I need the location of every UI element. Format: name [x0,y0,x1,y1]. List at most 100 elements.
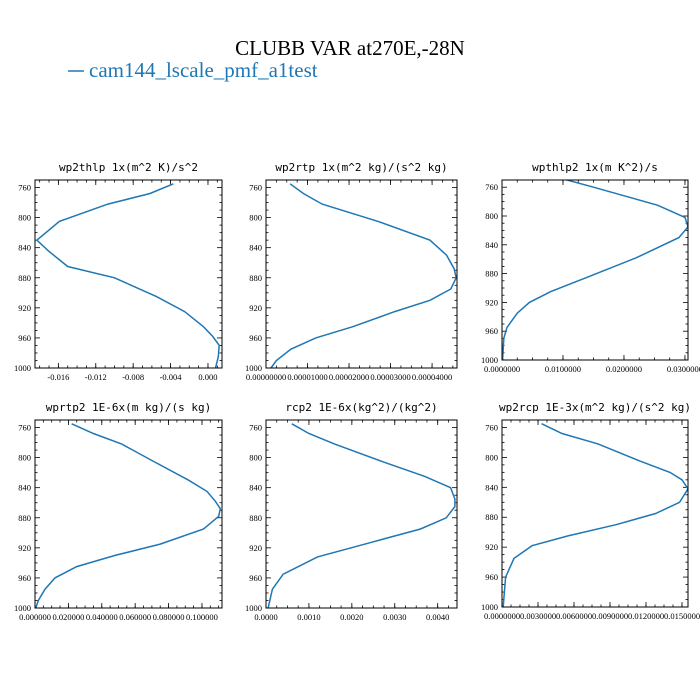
y-tick-label: 960 [18,573,31,583]
series-line [267,423,456,608]
series-line [270,183,457,368]
panel-6: wp2rcp 1E-3x(m^2 kg)/(s^2 kg)760 800 840 88… [481,401,700,621]
panel-title: wp2thlp 1x(m^2 K)/s^2 [59,161,198,174]
y-tick-label: 920 [485,542,498,552]
plot-frame [501,419,689,608]
y-tick-label: 800 [249,213,262,223]
y-tick-label: 1000 [481,602,498,612]
y-tick-label: 960 [249,333,262,343]
y-tick-label: 760 [249,423,262,433]
y-tick-label: 840 [249,483,262,493]
x-tick-label: 0.0100000 [545,364,581,374]
plot-frame [34,419,223,609]
y-tick-label: 920 [249,543,262,553]
x-tick-label: 0.0000000 [484,611,520,621]
y-tick-label: 920 [18,543,31,553]
y-tick-label: 840 [18,243,31,253]
x-tick-label: 0.0300000 [667,364,700,374]
y-tick-label: 1000 [245,363,262,373]
y-tick-label: 760 [485,422,498,432]
x-tick-label: 0.0030 [383,612,406,622]
panel-2: wp2rtp 1x(m^2 kg)/(s^2 kg) 760 800 840 880 92… [245,161,458,382]
x-tick-label: 0.0010 [297,612,320,622]
x-tick-label: 0.040000 [86,612,118,622]
x-tick-label: -0.012 [85,372,107,382]
y-tick-label: 840 [249,243,262,253]
y-tick-label: 880 [249,513,262,523]
x-tick-label: 0.020000 [52,612,84,622]
panel-5: rcp2 1E-6x(kg^2)/(kg^2) 760 800 840 880 920 96… [245,401,458,622]
y-tick-label: 800 [485,211,498,221]
x-tick-label: 0.000000 [19,612,51,622]
y-tick-label: 800 [485,452,498,462]
y-tick-label: 760 [18,183,31,193]
x-tick-label: 0.0020 [340,612,363,622]
y-tick-label: 800 [18,453,31,463]
panel-title: wp2rcp 1E-3x(m^2 kg)/(s^2 kg) [499,401,691,414]
y-tick-label: 760 [249,183,262,193]
y-tick-label: 840 [485,240,498,250]
x-tick-label: 0.0000 [254,612,277,622]
y-tick-label: 1000 [481,355,498,365]
x-tick-label: 0.100000 [186,612,218,622]
x-tick-label: 0.00003000 [370,372,410,382]
y-tick-label: 960 [249,573,262,583]
panel-3: wpthlp2 1x(m K^2)/s 760 800 840 880 920 960 100… [481,161,700,374]
y-tick-label: 800 [249,453,262,463]
x-tick-label: 0.00001000 [287,372,327,382]
y-tick-label: 960 [485,326,498,336]
plot-frame [501,179,689,361]
panel-title: rcp2 1E-6x(kg^2)/(kg^2) [285,401,437,414]
legend-label: cam144_lscale_pmf_a1test [89,58,318,82]
y-tick-label: 880 [485,269,498,279]
series-line [35,423,222,608]
y-tick-label: 1000 [14,603,31,613]
panel-title: wprtp2 1E-6x(m kg)/(s kg) [46,401,212,414]
y-tick-label: 1000 [245,603,262,613]
y-tick-label: 960 [485,572,498,582]
plot-frame [34,179,223,369]
x-tick-label: 0.0060000 [556,611,592,621]
x-tick-label: 0.0150000 [664,611,700,621]
legend: cam144_lscale_pmf_a1test [68,58,318,82]
y-tick-label: 760 [485,182,498,192]
y-tick-label: 800 [18,213,31,223]
x-tick-label: -0.016 [47,372,69,382]
x-tick-label: 0.0030000 [520,611,556,621]
figure-title: CLUBB VAR at270E,-28N [235,36,465,60]
x-tick-label: 0.000 [198,372,217,382]
x-tick-label: 0.0040 [426,612,449,622]
panel-4: wprtp2 1E-6x(m kg)/(s kg) 760 800 840 880 920… [14,401,223,622]
y-tick-label: 880 [18,513,31,523]
y-tick-label: 920 [18,303,31,313]
series-line [35,183,220,368]
y-tick-label: 960 [18,333,31,343]
x-tick-label: 0.0000000 [484,364,520,374]
plot-frame [265,419,458,609]
series-line [502,180,688,360]
y-tick-label: 920 [485,297,498,307]
y-tick-label: 880 [485,512,498,522]
y-tick-label: 840 [18,483,31,493]
x-tick-label: 0.00000000 [246,372,286,382]
panel-title: wpthlp2 1x(m K^2)/s [532,161,658,174]
x-tick-label: 0.060000 [119,612,151,622]
x-tick-label: 0.00004000 [412,372,452,382]
y-tick-label: 760 [18,423,31,433]
x-tick-label: 0.0120000 [628,611,664,621]
x-tick-label: -0.008 [122,372,144,382]
series-line [502,423,688,607]
x-tick-label: 0.0090000 [592,611,628,621]
y-tick-label: 920 [249,303,262,313]
y-tick-label: 840 [485,482,498,492]
x-tick-label: 0.080000 [153,612,185,622]
plot-frame [265,179,458,369]
y-tick-label: 880 [18,273,31,283]
panel-1: wp2thlp 1x(m^2 K)/s^2 760 800 840 880 920 960 1… [14,161,223,382]
x-tick-label: 0.00002000 [329,372,369,382]
panel-title: wp2rtp 1x(m^2 kg)/(s^2 kg) [275,161,447,174]
x-tick-label: -0.004 [160,372,183,382]
x-tick-label: 0.0200000 [606,364,642,374]
y-tick-label: 880 [249,273,262,283]
